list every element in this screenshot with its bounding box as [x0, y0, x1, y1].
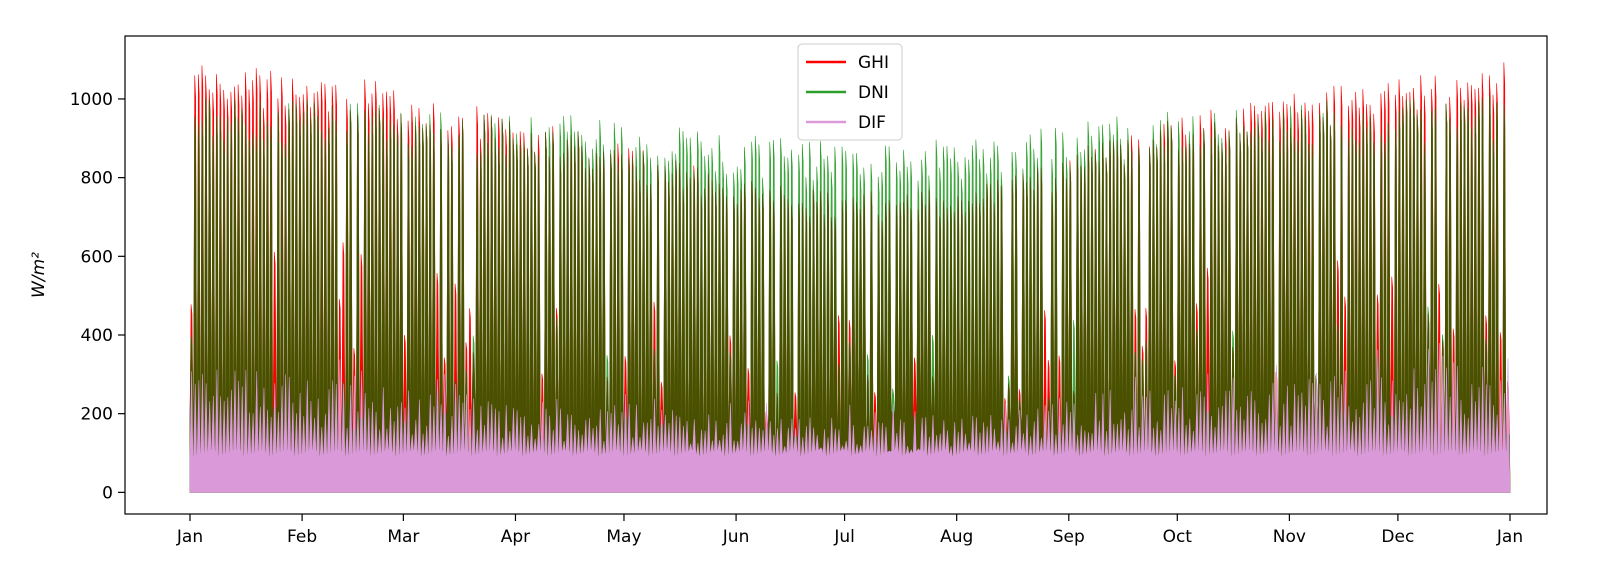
- legend-label-dni: DNI: [858, 83, 889, 103]
- x-tick-label: Apr: [501, 527, 530, 547]
- y-tick-label: 400: [81, 326, 113, 346]
- x-tick-label: Feb: [287, 527, 317, 547]
- x-tick-label: Aug: [940, 527, 973, 547]
- x-tick-label: Dec: [1381, 527, 1414, 547]
- x-tick-label: May: [606, 527, 641, 547]
- x-tick-label: Jul: [833, 527, 855, 547]
- y-tick-label: 1000: [70, 90, 113, 110]
- x-tick-label: Jan: [176, 527, 203, 547]
- legend-label-ghi: GHI: [858, 53, 889, 73]
- x-tick-label: Jan: [1496, 527, 1523, 547]
- x-tick-label: Nov: [1273, 527, 1306, 547]
- legend: GHI DNI DIF: [797, 43, 903, 141]
- y-axis: 0 200 400 600 800 1000: [70, 90, 125, 503]
- x-tick-label: Mar: [387, 527, 419, 547]
- plot-frame: [124, 35, 1548, 515]
- y-tick-label: 600: [81, 247, 113, 267]
- legend-label-dif: DIF: [858, 113, 886, 133]
- legend-box: [797, 43, 903, 141]
- y-tick-label: 0: [102, 483, 113, 503]
- plot-area: [189, 62, 1511, 493]
- x-tick-label: Jun: [722, 527, 750, 547]
- x-tick-label: Sep: [1053, 527, 1085, 547]
- plot-marks: [189, 62, 1511, 493]
- x-tick-label: Oct: [1163, 527, 1193, 547]
- series-dif: [189, 343, 1511, 493]
- y-axis-label: W/m²: [29, 252, 49, 298]
- y-tick-label: 200: [81, 405, 113, 425]
- x-axis: Jan Feb Mar Apr May Jun Jul Aug Sep Oct Nov Dec Jan: [176, 514, 1523, 547]
- y-tick-label: 800: [81, 169, 113, 189]
- series-ghi-dni-overlap: [189, 95, 1511, 493]
